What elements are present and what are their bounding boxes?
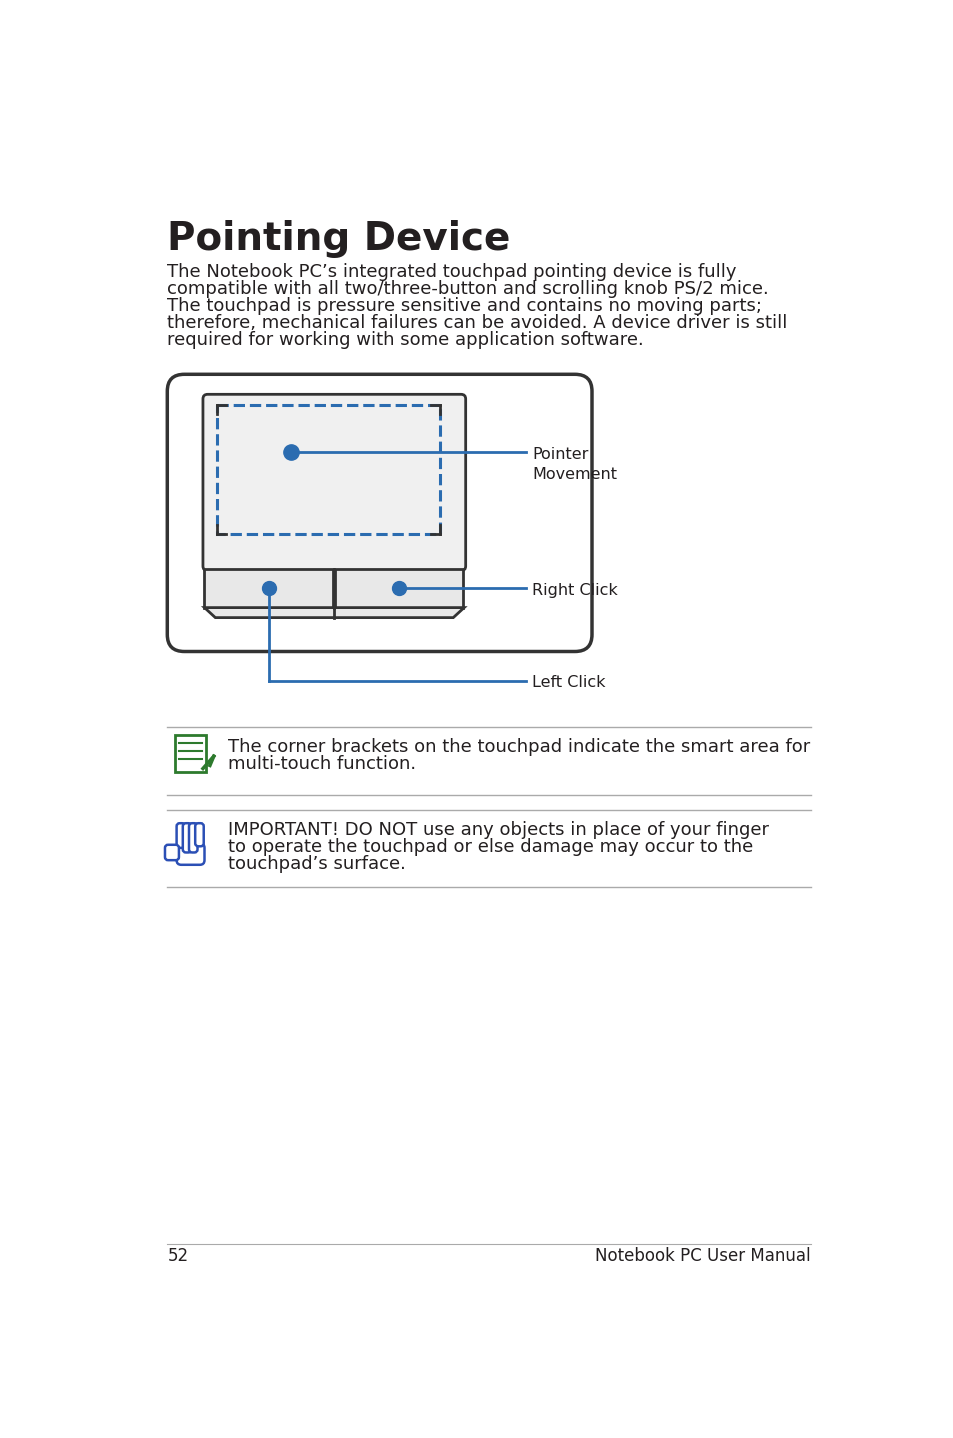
Bar bbox=[174, 735, 206, 772]
Bar bbox=[335, 569, 463, 608]
FancyBboxPatch shape bbox=[183, 823, 192, 853]
Text: Pointer
Movement: Pointer Movement bbox=[532, 447, 617, 482]
Text: to operate the touchpad or else damage may occur to the: to operate the touchpad or else damage m… bbox=[228, 838, 752, 856]
Text: compatible with all two/three-button and scrolling knob PS/2 mice.: compatible with all two/three-button and… bbox=[167, 280, 768, 298]
Text: The touchpad is pressure sensitive and contains no moving parts;: The touchpad is pressure sensitive and c… bbox=[167, 298, 761, 315]
Text: touchpad’s surface.: touchpad’s surface. bbox=[228, 854, 405, 873]
Text: Pointing Device: Pointing Device bbox=[167, 220, 510, 259]
Polygon shape bbox=[204, 608, 464, 617]
Text: therefore, mechanical failures can be avoided. A device driver is still: therefore, mechanical failures can be av… bbox=[167, 315, 787, 332]
FancyBboxPatch shape bbox=[195, 823, 204, 847]
FancyBboxPatch shape bbox=[203, 394, 465, 571]
FancyBboxPatch shape bbox=[167, 374, 592, 651]
Text: The corner brackets on the touchpad indicate the smart area for: The corner brackets on the touchpad indi… bbox=[228, 738, 809, 756]
FancyBboxPatch shape bbox=[176, 843, 204, 864]
FancyBboxPatch shape bbox=[176, 823, 185, 848]
Text: The Notebook PC’s integrated touchpad pointing device is fully: The Notebook PC’s integrated touchpad po… bbox=[167, 263, 736, 282]
Text: Notebook PC User Manual: Notebook PC User Manual bbox=[595, 1247, 810, 1264]
Text: Left Click: Left Click bbox=[532, 676, 605, 690]
Text: multi-touch function.: multi-touch function. bbox=[228, 755, 416, 772]
Text: required for working with some application software.: required for working with some applicati… bbox=[167, 331, 643, 349]
FancyBboxPatch shape bbox=[165, 844, 179, 860]
FancyBboxPatch shape bbox=[189, 823, 197, 853]
Text: Right Click: Right Click bbox=[532, 582, 618, 598]
Text: IMPORTANT! DO NOT use any objects in place of your finger: IMPORTANT! DO NOT use any objects in pla… bbox=[228, 821, 768, 838]
Bar bbox=[204, 569, 333, 608]
Bar bbox=[216, 406, 439, 535]
Text: 52: 52 bbox=[167, 1247, 189, 1264]
